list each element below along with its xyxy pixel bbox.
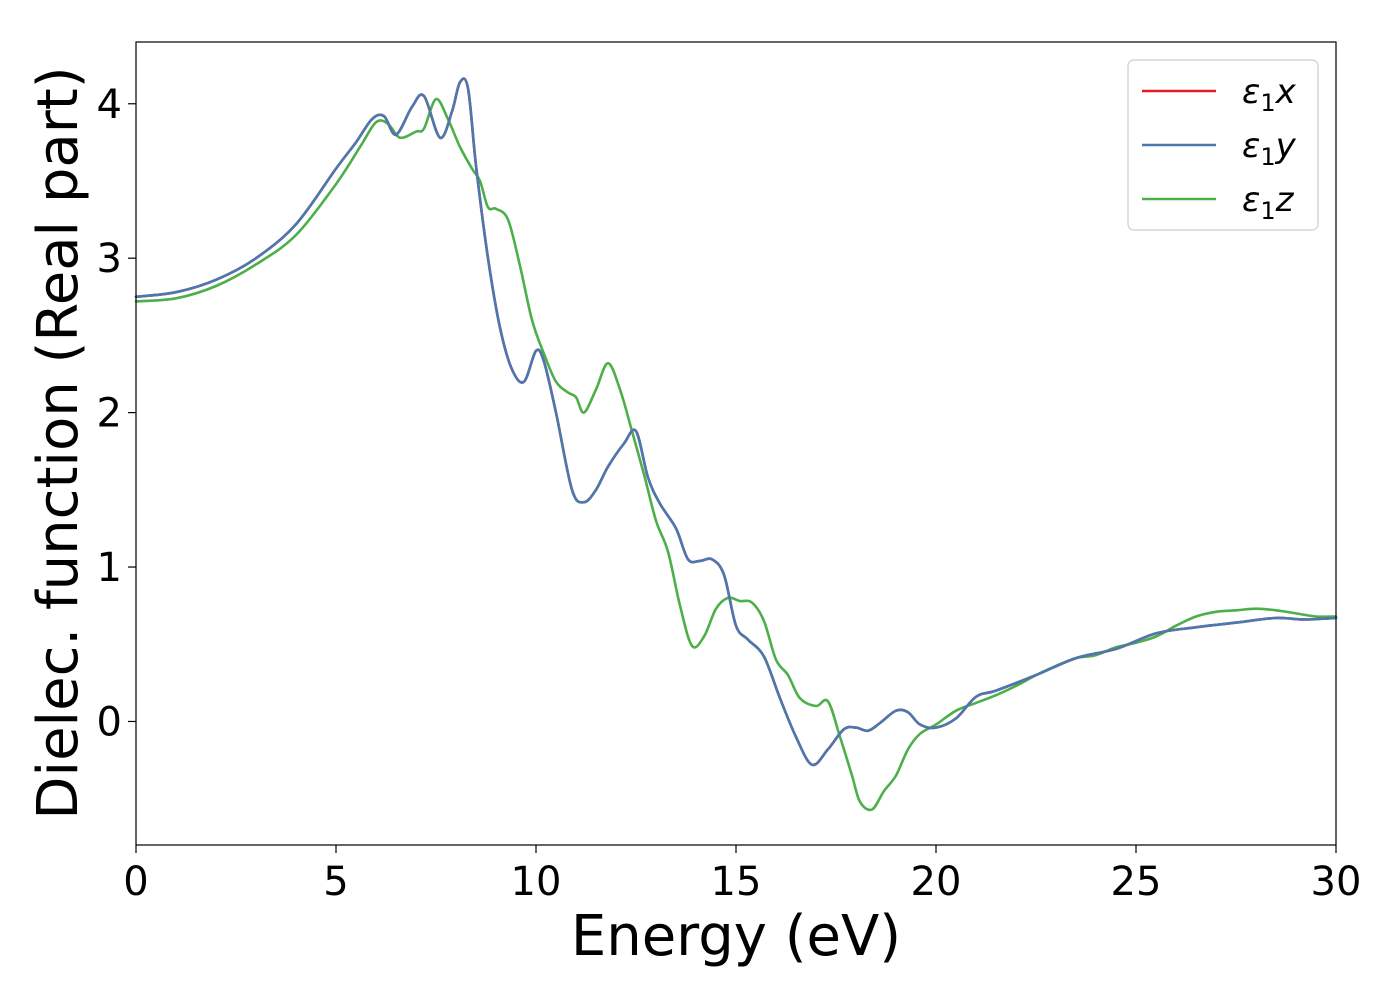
x-tick-label: 0 [123, 859, 148, 905]
x-tick-label: 5 [323, 859, 348, 905]
x-tick-label: 15 [711, 859, 762, 905]
x-tick-label: 30 [1311, 859, 1362, 905]
legend-label-z: ε1z [1242, 180, 1295, 225]
x-axis-title: Energy (eV) [571, 904, 901, 969]
x-tick-label: 20 [911, 859, 962, 905]
x-axis-ticks: 0 5 10 15 20 25 30 [123, 845, 1361, 905]
series-line-y [134, 77, 1338, 767]
series-layer [134, 77, 1338, 812]
x-tick-label: 10 [511, 859, 562, 905]
legend-label-x: ε1x [1242, 72, 1297, 117]
legend-box [1127, 59, 1319, 231]
legend-label-y: ε1y [1242, 126, 1297, 171]
y-tick-label: 0 [97, 699, 122, 745]
y-tick-label: 1 [97, 545, 122, 591]
y-tick-label: 2 [97, 391, 122, 437]
y-tick-label: 4 [97, 82, 122, 128]
y-axis-title: Dielec. function (Real part) [26, 66, 91, 819]
y-tick-label: 3 [97, 236, 122, 282]
x-tick-label: 25 [1111, 859, 1162, 905]
legend: ε1x ε1y ε1z [1127, 59, 1319, 231]
y-axis-ticks: 0 1 2 3 4 [97, 82, 136, 745]
